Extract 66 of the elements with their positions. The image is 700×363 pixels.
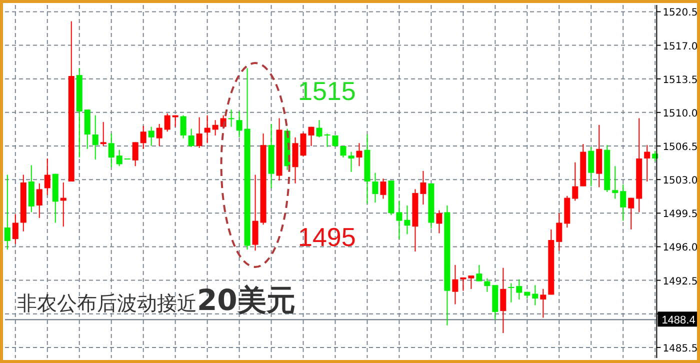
candlestick	[180, 114, 186, 139]
candlestick	[508, 282, 514, 303]
candlestick	[292, 136, 298, 184]
candlestick	[300, 132, 306, 158]
candlestick	[324, 133, 330, 148]
candlestick	[500, 267, 506, 334]
candlestick	[36, 182, 42, 218]
candlestick	[108, 133, 114, 168]
y-tick-label: 1517.0	[662, 41, 698, 52]
candlestick	[516, 278, 522, 300]
candlestick	[620, 184, 626, 222]
y-tick-label: 1499.5	[662, 209, 698, 220]
ref-line-label: 1488.4	[662, 314, 696, 327]
candlestick	[484, 278, 490, 292]
candlestick	[212, 120, 218, 136]
candlestick	[532, 284, 538, 306]
candlestick	[12, 214, 18, 244]
y-tick-label: 1503.0	[662, 176, 698, 187]
candlestick	[452, 264, 458, 305]
y-tick-label: 1520.5	[662, 8, 698, 19]
candlestick	[308, 126, 314, 147]
candlestick	[156, 123, 162, 147]
candlestick	[236, 110, 242, 138]
candlestick	[436, 210, 442, 234]
y-tick-label: 1506.5	[662, 142, 698, 154]
candlestick	[132, 142, 138, 167]
candlestick	[188, 128, 194, 148]
candlestick	[644, 144, 650, 182]
candlestick	[92, 114, 98, 160]
candlestick	[316, 120, 322, 138]
candlestick	[380, 178, 386, 200]
y-tick-label: 1496.0	[662, 242, 698, 254]
candlestick	[204, 114, 210, 144]
candlestick	[148, 126, 154, 147]
y-tick-label: 1510.0	[662, 108, 698, 120]
candlestick	[468, 275, 474, 290]
candlestick	[628, 197, 634, 230]
candlestick	[476, 264, 482, 282]
candlestick	[44, 158, 50, 196]
text: 非农公布后波动接近20美元	[17, 283, 296, 317]
candlestick	[372, 172, 378, 204]
candlestick	[196, 116, 202, 148]
y-tick-label: 1485.5	[662, 343, 698, 354]
candlestick	[348, 151, 354, 172]
candlestick	[420, 170, 426, 206]
y-tick-label: 1492.5	[662, 276, 698, 288]
candlestick	[140, 125, 146, 150]
candlestick	[612, 166, 618, 200]
candlestick	[116, 149, 122, 167]
candlestick	[396, 200, 402, 240]
candlestick	[588, 146, 594, 187]
candlestick	[572, 162, 578, 202]
candlestick	[4, 174, 10, 250]
candlestick	[556, 212, 562, 252]
candlestick	[252, 174, 258, 252]
candlestick	[164, 112, 170, 132]
candlestick	[404, 204, 410, 235]
y-tick-label: 1513.5	[662, 74, 698, 86]
candlestick	[460, 276, 466, 292]
candlestick	[228, 109, 234, 128]
annotation: 1515	[298, 76, 356, 106]
candlestick	[540, 288, 546, 318]
candlestick	[340, 146, 346, 158]
candlestick	[356, 142, 362, 167]
candlestick	[100, 122, 106, 147]
annotation: 1495	[298, 222, 356, 252]
